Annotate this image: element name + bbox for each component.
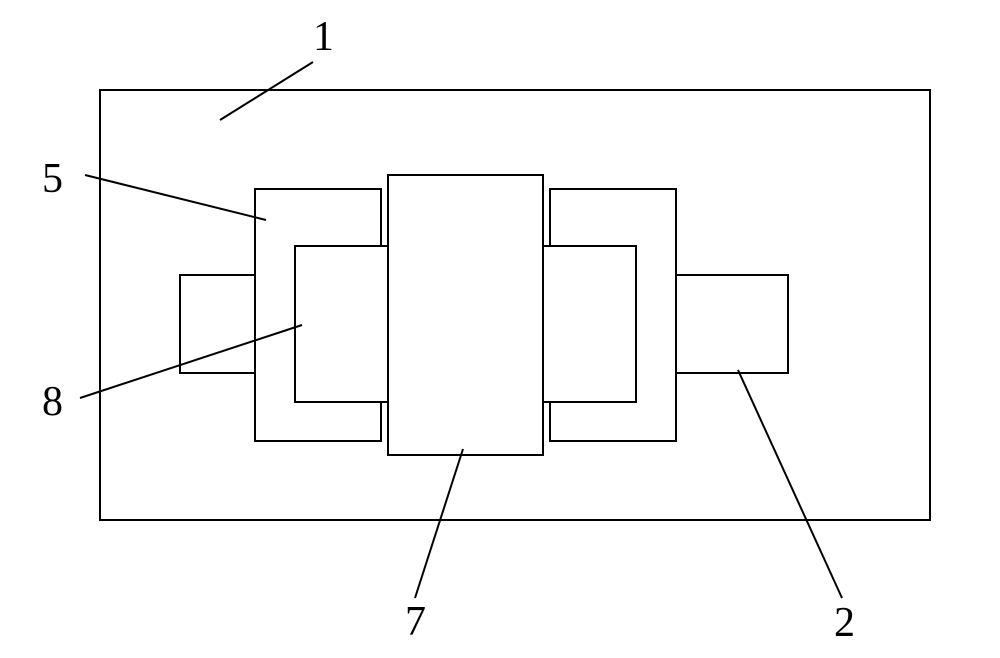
label-5: 5: [42, 156, 63, 202]
label-2: 2: [834, 600, 855, 646]
center-block: [388, 175, 543, 455]
label-1: 1: [313, 14, 334, 60]
label-8: 8: [42, 379, 63, 425]
label-7: 7: [405, 599, 426, 645]
sleeve-right: [538, 246, 636, 402]
technical-diagram: 1 5 8 7 2: [0, 0, 1000, 658]
sleeve-left: [295, 246, 393, 402]
